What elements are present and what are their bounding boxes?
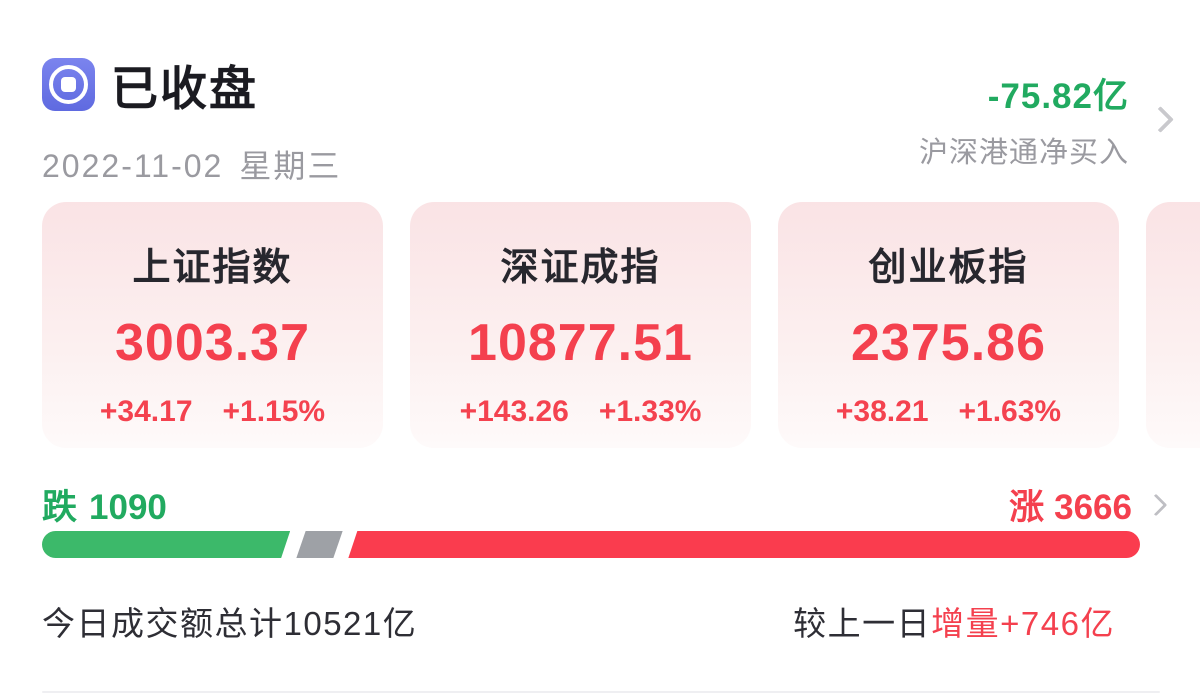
bottom-divider [42, 691, 1160, 693]
northbound-row[interactable]: -75.82亿 沪深港通净买入 [919, 68, 1174, 171]
breadth-bar [42, 531, 1140, 558]
turnover-row: 今日成交额总计10521亿 较上一日增量+746亿 [42, 597, 1115, 645]
index-change: +34.17 [99, 395, 193, 428]
index-value: 3003.37 [115, 314, 310, 372]
breadth-bar-flat [295, 531, 343, 558]
chevron-right-icon[interactable] [1144, 493, 1168, 516]
chevron-right-icon[interactable] [1147, 106, 1174, 133]
weekday-text: 星期三 [239, 148, 342, 184]
breadth-bar-down [42, 531, 290, 558]
turnover-total: 今日成交额总计10521亿 [42, 605, 418, 642]
coin-icon [42, 58, 95, 111]
index-name: 深证成指 [500, 247, 661, 289]
index-change: +38.21 [835, 395, 929, 428]
index-change-row: +38.21 +1.63% [836, 395, 1061, 429]
index-card-shanghai[interactable]: 上证指数 3003.37 +34.17 +1.15% [42, 202, 383, 448]
breadth-bar-up [348, 531, 1140, 558]
turnover-compare-highlight: 增量+746亿 [931, 605, 1115, 642]
index-name: 上证指数 [132, 247, 293, 289]
decliners-label: 跌 [42, 488, 78, 527]
index-change-pct: +1.15% [222, 395, 326, 428]
date-text: 2022-11-02 [42, 148, 224, 184]
title-row: 已收盘 [42, 50, 341, 119]
decliners-text: 跌 1090 [42, 479, 167, 530]
index-change-row: +143.26 +1.33% [460, 395, 702, 429]
northbound-value: -75.82亿 [987, 77, 1129, 116]
index-card-chinext[interactable]: 创业板指 2375.86 +38.21 +1.63% [778, 202, 1119, 448]
index-name: 创业板指 [868, 247, 1029, 289]
breadth-row[interactable]: 跌 1090 涨 3666 [42, 479, 1168, 530]
index-card-partial[interactable] [1146, 202, 1200, 448]
index-change-pct: +1.33% [598, 395, 702, 428]
index-change-pct: +1.63% [958, 395, 1062, 428]
advancers-wrap[interactable]: 涨 3666 [1009, 479, 1168, 530]
header: 已收盘 2022-11-02 星期三 -75.82亿 沪深港通净买入 [42, 50, 1174, 187]
advancers-count: 3666 [1054, 488, 1132, 527]
page-title: 已收盘 [111, 62, 258, 115]
index-change-row: +34.17 +1.15% [100, 395, 325, 429]
index-cards-row: 上证指数 3003.37 +34.17 +1.15% 深证成指 10877.51… [42, 202, 1200, 450]
turnover-compare-prefix: 较上一日 [793, 605, 932, 642]
date-row: 2022-11-02 星期三 [42, 141, 341, 187]
coin-ring-icon [49, 65, 88, 104]
header-left: 已收盘 2022-11-02 星期三 [42, 50, 341, 187]
northbound-label: 沪深港通净买入 [918, 137, 1129, 169]
index-value: 10877.51 [468, 314, 693, 372]
index-card-shenzhen[interactable]: 深证成指 10877.51 +143.26 +1.33% [410, 202, 751, 448]
index-change: +143.26 [459, 395, 569, 428]
northbound-texts: -75.82亿 沪深港通净买入 [919, 68, 1129, 171]
advancers-label: 涨 [1009, 488, 1045, 527]
turnover-compare: 较上一日增量+746亿 [793, 597, 1115, 645]
index-value: 2375.86 [851, 314, 1046, 372]
decliners-count: 1090 [89, 488, 167, 527]
coin-square-icon [61, 77, 76, 92]
advancers-text: 涨 3666 [1009, 479, 1132, 530]
